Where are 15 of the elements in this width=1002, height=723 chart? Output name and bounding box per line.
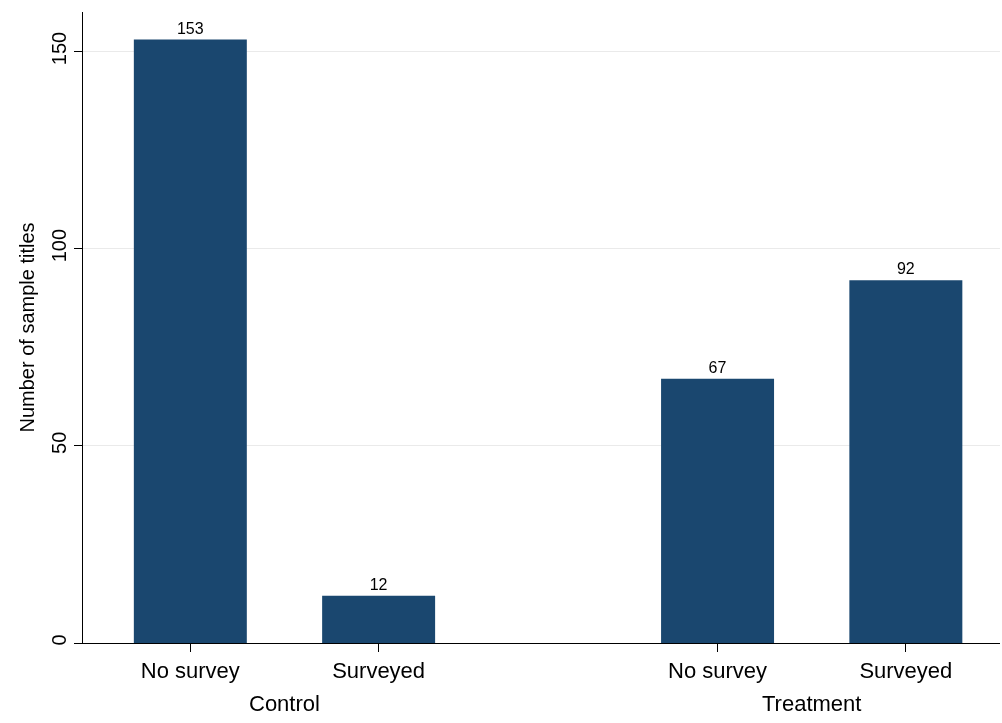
- data-label: 67: [708, 358, 727, 376]
- y-tick-label: 0: [48, 634, 70, 646]
- y-tick-label: 150: [48, 31, 70, 66]
- x-tick-label: No survey: [668, 658, 768, 684]
- text: Control: [249, 691, 320, 716]
- data-label: 153: [176, 19, 204, 37]
- y-axis-title: Number of sample titles: [15, 222, 38, 433]
- text: Treatment: [762, 691, 862, 716]
- data-label: 92: [896, 260, 915, 278]
- x-tick-label: No survey: [140, 658, 240, 684]
- x-tick-label: Surveyed: [332, 658, 426, 684]
- x-tick-label: Surveyed: [859, 658, 953, 684]
- y-tick-label: 100: [48, 228, 70, 263]
- data-label: 12: [369, 575, 388, 593]
- y-tick-label: 50: [48, 431, 70, 454]
